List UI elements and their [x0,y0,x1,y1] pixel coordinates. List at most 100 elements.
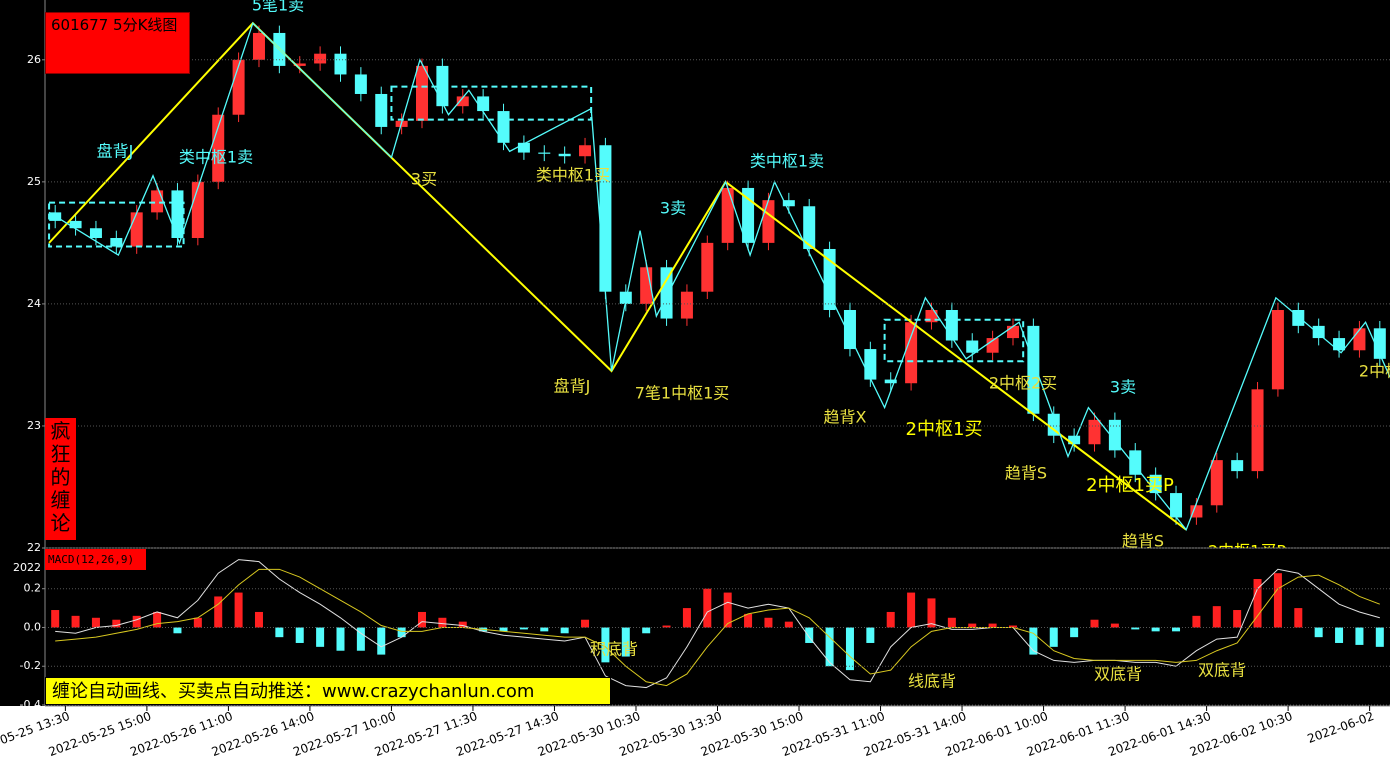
candle-body [823,248,836,311]
macd-bar [621,627,630,657]
macd-bar [458,621,467,628]
candle-body [252,32,265,60]
macd-bar [275,627,284,638]
macd-bar [845,627,854,671]
macd-bar [1090,619,1099,628]
annotation: 5笔1卖 [252,0,304,15]
candle-body [966,340,979,353]
candle-body [375,93,388,127]
candle-body [884,379,897,384]
annotation: 类中枢1卖 [179,148,253,167]
candle-body [1190,505,1203,518]
candle-body [1373,328,1386,359]
macd-bar [764,617,773,628]
macd-bar [234,592,243,628]
macd-bar [254,611,263,628]
annotation: 积底背 [590,640,638,659]
macd-bar [642,627,651,634]
macd-bar [560,627,569,634]
macd-bar [805,627,814,643]
annotation: 2中枢1买 [906,419,983,440]
macd-bar [438,617,447,628]
y-tick-label: 22 [27,541,41,554]
annotation: 线底背 [908,672,956,691]
macd-bar [988,623,997,628]
candle-body [477,96,490,112]
candle-body [1129,450,1142,475]
candle-body [538,152,551,154]
macd-bar [1335,627,1344,643]
candle-body [1047,413,1060,436]
candle-body [782,200,795,207]
macd-bar [1253,579,1262,628]
macd-line [55,559,1380,689]
macd-bar [947,617,956,628]
candle-body [905,322,918,384]
candle-body [171,190,184,238]
candle-body [293,63,306,66]
annotation: 盘背J [554,377,591,396]
macd-bar [907,592,916,628]
candle-body [130,212,143,247]
macd-bar [825,627,834,667]
macd-bar [112,619,121,628]
annotation: 双底背 [1198,661,1246,680]
y-tick-label: 0.0 [24,620,42,633]
candle-body [151,190,164,213]
candle-body [69,220,82,229]
macd-bar [662,625,671,628]
macd-bar [723,592,732,628]
macd-bar [316,627,325,647]
candle-body [1108,419,1121,451]
candle-body [843,310,856,350]
macd-bar [1233,610,1242,628]
candle-body [1068,435,1081,445]
candle-body [416,65,429,121]
candle-body [945,310,958,341]
candle-body [232,59,245,115]
annotation: 趋背S [1122,532,1164,551]
macd-bar [968,623,977,628]
candle-body [1006,325,1019,339]
macd-bar [51,610,60,628]
macd-bar [784,621,793,628]
candle-body [334,53,347,75]
candle-body [701,242,714,292]
macd-bar [581,619,590,628]
candle-body [212,114,225,182]
side-label: 疯狂的缠论 [45,418,76,540]
candle-body [1088,419,1101,445]
macd-bar [519,627,528,630]
macd-bar [418,611,427,628]
candle-body [191,181,204,238]
macd-bar [193,617,202,628]
candle-body [1312,325,1325,339]
macd-bar [1049,627,1058,647]
macd-bar [132,615,141,628]
macd-bar [1172,627,1181,632]
candle-body [1251,389,1264,472]
candle-body [314,53,327,64]
macd-bar [1151,627,1160,632]
macd-bar [927,598,936,628]
axis-note: 2022 [13,561,41,574]
annotation: 2中枢 [1359,362,1390,381]
candle-body [680,291,693,319]
macd-bar [91,617,100,628]
macd-bar [601,627,610,663]
background [0,0,1390,706]
candle-body [1210,460,1223,506]
candle-body [89,228,102,238]
macd-bar [744,613,753,628]
y-tick-label: -0.2 [20,659,41,672]
macd-bar [1192,615,1201,628]
candle-body [354,74,367,94]
annotation: 2中枢1买P [1208,542,1286,561]
candle-body [110,237,123,247]
candle-body [721,187,734,243]
macd-bar [866,627,875,643]
candle-body [456,96,469,107]
